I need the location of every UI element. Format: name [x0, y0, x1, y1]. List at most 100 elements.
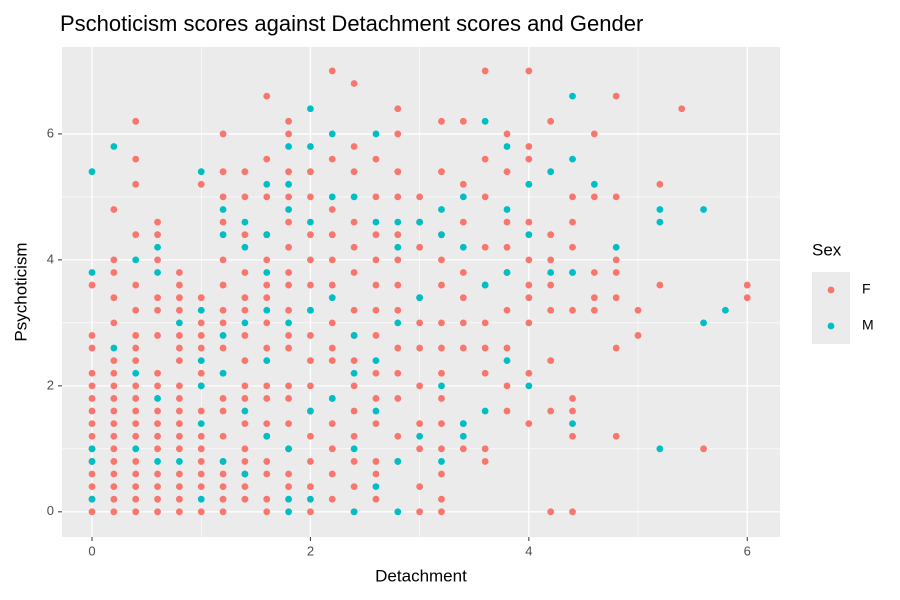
- point: [503, 206, 511, 213]
- point: [590, 180, 598, 188]
- point: [372, 332, 380, 339]
- point: [110, 294, 118, 302]
- point: [590, 130, 598, 138]
- point: [307, 508, 314, 516]
- point: [154, 432, 161, 440]
- point: [307, 357, 314, 365]
- point: [481, 243, 489, 251]
- point: [219, 130, 227, 138]
- point: [590, 269, 598, 276]
- point: [154, 382, 161, 390]
- point: [219, 508, 227, 516]
- point: [394, 432, 402, 440]
- point: [350, 143, 358, 150]
- point: [241, 420, 249, 428]
- point: [241, 269, 249, 276]
- point: [132, 357, 140, 365]
- point: [88, 508, 96, 516]
- point: [525, 218, 533, 226]
- point: [88, 332, 96, 339]
- point: [459, 269, 467, 276]
- point: [590, 306, 598, 314]
- point: [154, 256, 161, 264]
- point: [241, 458, 249, 465]
- x-tick-label: 0: [88, 543, 95, 558]
- point: [372, 256, 380, 264]
- point: [438, 420, 445, 428]
- point: [219, 319, 227, 327]
- point: [285, 218, 292, 226]
- point: [197, 407, 205, 415]
- point: [175, 357, 183, 365]
- point: [307, 218, 314, 226]
- point: [132, 483, 140, 491]
- point: [634, 332, 642, 339]
- point: [132, 332, 140, 339]
- point: [241, 495, 249, 503]
- point: [656, 218, 664, 226]
- point: [197, 420, 205, 428]
- point: [328, 445, 336, 453]
- point: [328, 395, 336, 402]
- point: [481, 319, 489, 327]
- point: [569, 269, 576, 276]
- point: [285, 382, 292, 390]
- point: [525, 155, 533, 163]
- point: [503, 269, 511, 276]
- point: [241, 332, 249, 339]
- point: [307, 168, 314, 176]
- point: [459, 117, 467, 125]
- point: [328, 206, 336, 213]
- point: [263, 470, 271, 478]
- point: [110, 319, 118, 327]
- point: [88, 168, 96, 176]
- y-tick-label: 6: [47, 125, 54, 140]
- point: [656, 445, 664, 453]
- point: [328, 420, 336, 428]
- point: [132, 495, 140, 503]
- point: [656, 281, 664, 289]
- point: [132, 470, 140, 478]
- point: [263, 420, 271, 428]
- point: [154, 243, 161, 251]
- point: [175, 306, 183, 314]
- point: [263, 306, 271, 314]
- point: [154, 269, 161, 276]
- point: [394, 256, 402, 264]
- point: [394, 231, 402, 239]
- point: [241, 357, 249, 365]
- point: [197, 332, 205, 339]
- point: [285, 269, 292, 276]
- point: [372, 306, 380, 314]
- point: [285, 143, 292, 150]
- point: [547, 508, 555, 516]
- point: [175, 294, 183, 302]
- point: [481, 193, 489, 201]
- point: [241, 243, 249, 251]
- point: [394, 168, 402, 176]
- point: [285, 206, 292, 213]
- point: [350, 382, 358, 390]
- point: [438, 256, 445, 264]
- point: [154, 445, 161, 453]
- point: [394, 130, 402, 138]
- point: [700, 319, 707, 327]
- point: [438, 319, 445, 327]
- point: [372, 231, 380, 239]
- point: [88, 495, 96, 503]
- point: [372, 495, 380, 503]
- point: [110, 143, 118, 150]
- point: [241, 294, 249, 302]
- point: [175, 344, 183, 352]
- point: [307, 432, 314, 440]
- point: [394, 306, 402, 314]
- point: [132, 369, 140, 377]
- point: [132, 432, 140, 440]
- point: [197, 445, 205, 453]
- point: [219, 256, 227, 264]
- point: [110, 382, 118, 390]
- point: [525, 369, 533, 377]
- y-tick-label: 2: [47, 377, 54, 392]
- point: [285, 130, 292, 138]
